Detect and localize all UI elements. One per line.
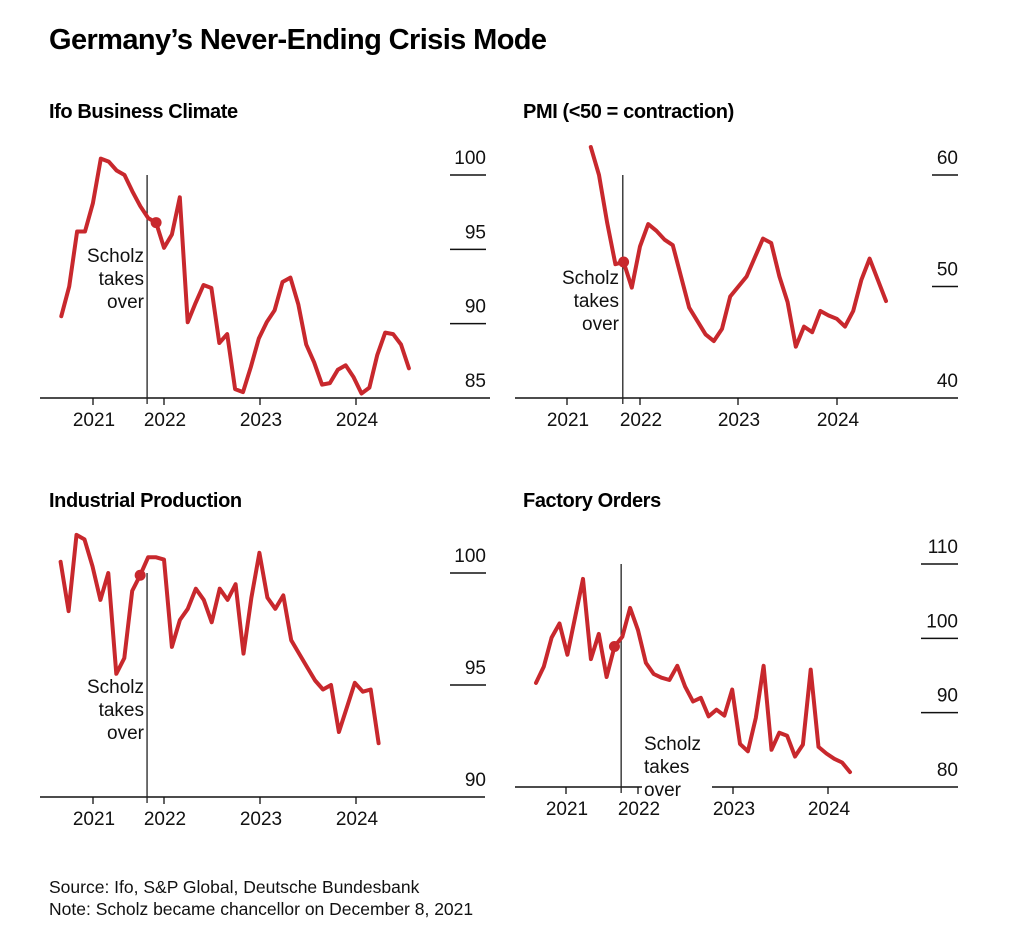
x-tick-label: 2022: [144, 410, 186, 431]
x-tick-label: 2023: [718, 410, 760, 431]
panel-title-pmi: PMI (<50 = contraction): [523, 101, 734, 123]
x-tick-label: 2022: [144, 809, 186, 830]
annotation-text: over: [107, 292, 145, 313]
y-tick-label: 40: [937, 371, 958, 392]
annotation-text: takes: [99, 269, 144, 290]
series-line-ifo: [59, 156, 411, 396]
annotation-bg: [642, 756, 712, 778]
y-tick-label: 85: [465, 371, 486, 392]
x-tick-label: 2021: [73, 410, 115, 431]
source-note: Source: Ifo, S&P Global, Deutsche Bundes…: [49, 877, 420, 897]
annotation-bg: [642, 733, 712, 755]
annotation-text: over: [644, 780, 682, 801]
panel-title-ifo: Ifo Business Climate: [49, 101, 238, 123]
x-tick-label: 2024: [336, 809, 379, 830]
event-marker: [134, 569, 146, 581]
event-marker: [608, 641, 620, 653]
y-tick-label: 80: [937, 760, 958, 781]
y-tick-label: 90: [465, 297, 486, 318]
y-tick-label: 110: [928, 537, 958, 558]
y-tick-label: 60: [937, 148, 958, 169]
y-tick-label: 95: [465, 658, 486, 679]
annotation-text: takes: [644, 757, 689, 778]
x-tick-label: 2021: [547, 410, 589, 431]
footer: Source: Ifo, S&P Global, Deutsche Bundes…: [49, 876, 473, 920]
series-line-factory-orders: [534, 576, 852, 775]
event-marker: [150, 217, 162, 229]
x-tick-label: 2022: [618, 799, 660, 820]
x-tick-label: 2022: [620, 410, 662, 431]
y-tick-label: 95: [465, 222, 486, 243]
chancellor-note: Note: Scholz became chancellor on Decemb…: [49, 899, 474, 919]
series-line-pmi: [588, 145, 888, 349]
chart-title: Germany’s Never-Ending Crisis Mode: [49, 24, 547, 56]
x-tick-label: 2021: [73, 809, 115, 830]
x-tick-label: 2023: [240, 410, 282, 431]
annotation-text: Scholz: [562, 268, 619, 289]
x-tick-label: 2024: [808, 799, 851, 820]
annotation-text: takes: [574, 291, 619, 312]
x-tick-label: 2024: [336, 410, 379, 431]
y-tick-label: 100: [926, 611, 958, 632]
panel-title-industrial-production: Industrial Production: [49, 490, 242, 512]
annotation-text: takes: [99, 700, 144, 721]
annotation-bg: [642, 779, 712, 801]
annotation-text: over: [582, 314, 620, 335]
series-line-industrial-production: [58, 532, 381, 746]
y-tick-label: 50: [937, 260, 958, 281]
event-marker: [618, 256, 630, 268]
y-tick-label: 90: [937, 686, 958, 707]
x-tick-label: 2023: [713, 799, 755, 820]
y-tick-label: 100: [454, 546, 486, 567]
x-tick-label: 2023: [240, 809, 282, 830]
panel-title-factory-orders: Factory Orders: [523, 490, 661, 512]
x-tick-label: 2024: [817, 410, 860, 431]
annotation-text: over: [107, 723, 145, 744]
annotation-text: Scholz: [644, 734, 701, 755]
x-tick-label: 2021: [546, 799, 588, 820]
annotation-text: Scholz: [87, 677, 144, 698]
annotation-text: Scholz: [87, 246, 144, 267]
y-tick-label: 90: [465, 770, 486, 791]
y-tick-label: 100: [454, 148, 486, 169]
